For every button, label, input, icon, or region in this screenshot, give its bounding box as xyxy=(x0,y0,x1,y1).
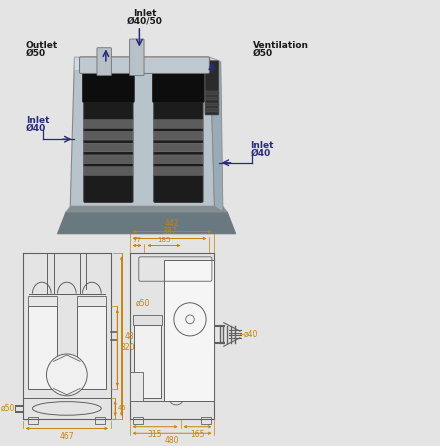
FancyBboxPatch shape xyxy=(154,95,203,202)
Text: 467: 467 xyxy=(59,432,74,442)
FancyBboxPatch shape xyxy=(84,143,133,152)
Text: Inlet: Inlet xyxy=(26,116,49,125)
Text: Ø50: Ø50 xyxy=(26,49,46,58)
Text: Inlet: Inlet xyxy=(250,140,274,150)
FancyBboxPatch shape xyxy=(84,132,133,140)
Text: Ø40: Ø40 xyxy=(26,124,46,133)
Bar xyxy=(132,315,162,325)
FancyBboxPatch shape xyxy=(97,48,111,76)
Bar xyxy=(28,306,57,389)
Text: 442: 442 xyxy=(165,219,179,228)
Text: 387: 387 xyxy=(162,227,177,236)
FancyBboxPatch shape xyxy=(205,61,219,115)
Text: ø50: ø50 xyxy=(136,298,150,307)
Bar xyxy=(133,417,143,424)
Bar xyxy=(205,91,219,95)
FancyBboxPatch shape xyxy=(84,95,133,202)
Text: 77: 77 xyxy=(132,237,142,244)
Text: Ø40: Ø40 xyxy=(250,149,271,157)
Bar xyxy=(205,103,219,106)
Bar xyxy=(131,372,143,401)
Polygon shape xyxy=(74,58,221,62)
Text: 45: 45 xyxy=(118,405,126,411)
Bar xyxy=(205,97,219,100)
FancyBboxPatch shape xyxy=(154,120,203,128)
Bar xyxy=(134,325,161,398)
Text: Ø40/50: Ø40/50 xyxy=(127,16,162,25)
Bar xyxy=(201,417,211,424)
Text: Ø50: Ø50 xyxy=(253,49,273,58)
FancyBboxPatch shape xyxy=(84,120,133,128)
Bar xyxy=(28,417,38,424)
FancyBboxPatch shape xyxy=(83,71,134,103)
Circle shape xyxy=(47,354,87,396)
Text: Inlet: Inlet xyxy=(133,9,156,18)
Bar xyxy=(205,108,219,112)
Polygon shape xyxy=(70,58,214,206)
Bar xyxy=(95,417,106,424)
Bar xyxy=(28,296,57,306)
FancyBboxPatch shape xyxy=(45,16,253,238)
Text: 480: 480 xyxy=(165,436,179,445)
Bar xyxy=(77,306,106,389)
FancyBboxPatch shape xyxy=(154,155,203,164)
Polygon shape xyxy=(66,206,227,212)
Bar xyxy=(77,296,106,306)
FancyBboxPatch shape xyxy=(153,71,204,103)
Text: ø40: ø40 xyxy=(243,330,258,339)
Text: ø50: ø50 xyxy=(1,404,15,413)
FancyBboxPatch shape xyxy=(84,155,133,164)
FancyBboxPatch shape xyxy=(80,57,209,74)
Polygon shape xyxy=(210,58,223,212)
Text: 185: 185 xyxy=(157,237,171,244)
Polygon shape xyxy=(58,212,236,234)
FancyBboxPatch shape xyxy=(74,58,210,70)
FancyBboxPatch shape xyxy=(130,39,144,76)
Bar xyxy=(165,260,213,401)
Text: 165: 165 xyxy=(190,430,205,439)
FancyBboxPatch shape xyxy=(154,132,203,140)
Text: 315: 315 xyxy=(148,430,162,439)
FancyBboxPatch shape xyxy=(154,143,203,152)
Text: 320: 320 xyxy=(120,343,135,352)
Text: Outlet: Outlet xyxy=(26,41,58,50)
Text: 480: 480 xyxy=(125,332,139,341)
FancyBboxPatch shape xyxy=(84,167,133,175)
FancyBboxPatch shape xyxy=(154,167,203,175)
Text: Ventilation: Ventilation xyxy=(253,41,308,50)
